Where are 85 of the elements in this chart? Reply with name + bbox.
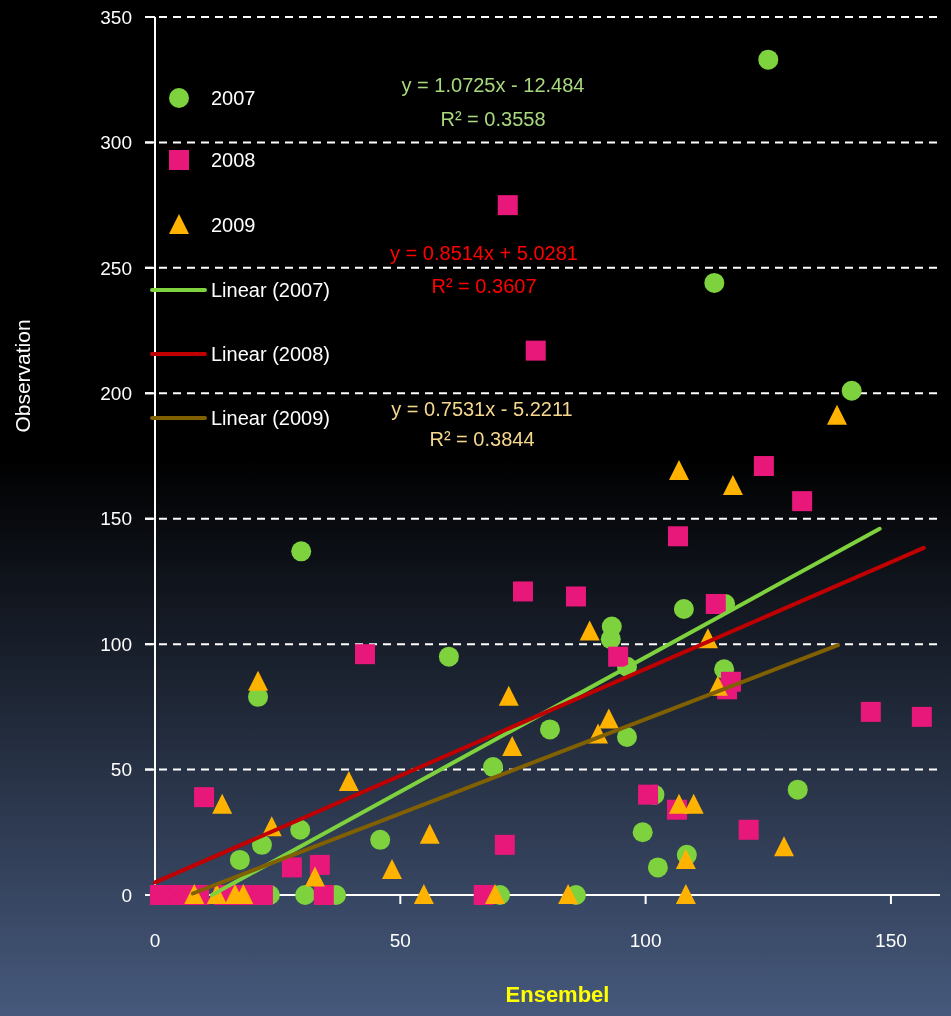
annotation: R² = 0.3558 — [440, 108, 546, 130]
point — [295, 885, 316, 905]
annotation: R² = 0.3844 — [429, 428, 535, 450]
point — [608, 646, 629, 667]
y-tick-label: 200 — [100, 382, 132, 404]
point — [579, 620, 600, 641]
point — [787, 779, 808, 800]
y-tick-label: 50 — [110, 759, 132, 781]
point — [525, 340, 546, 361]
point — [753, 456, 774, 477]
point — [313, 885, 334, 905]
point — [773, 836, 794, 857]
point — [438, 646, 459, 667]
point — [381, 858, 402, 879]
y-tick-label: 250 — [100, 257, 132, 279]
point — [683, 793, 704, 814]
point — [632, 822, 653, 843]
point — [229, 849, 250, 870]
point — [826, 404, 847, 425]
point — [370, 829, 391, 850]
annotation: R² = 0.3607 — [431, 275, 537, 297]
point — [722, 475, 743, 496]
point — [539, 719, 560, 740]
legend-label: Linear (2007) — [211, 279, 330, 301]
point — [668, 793, 689, 814]
point — [675, 884, 696, 904]
x-tick-label: 0 — [149, 930, 161, 951]
point — [638, 784, 659, 805]
point — [502, 735, 523, 756]
x-tick-label: 150 — [875, 930, 907, 951]
x-tick-label: 50 — [389, 930, 411, 951]
point — [911, 706, 932, 727]
point — [354, 644, 375, 665]
point — [668, 526, 689, 547]
y-tick-label: 0 — [121, 884, 132, 906]
point — [212, 793, 233, 814]
point — [600, 629, 621, 650]
point — [668, 460, 689, 481]
point — [616, 726, 637, 747]
annotation: y = 1.0725x - 12.484 — [401, 74, 585, 96]
point — [281, 857, 302, 878]
point — [169, 885, 190, 905]
point — [338, 771, 359, 792]
y-axis-title: Observation — [11, 319, 34, 433]
y-tick-label: 100 — [100, 633, 132, 655]
point — [705, 594, 726, 615]
annotation: y = 0.7531x - 5.2211 — [391, 398, 573, 420]
legend-label: Linear (2008) — [211, 343, 330, 365]
y-tick-label: 300 — [100, 132, 132, 154]
point — [309, 854, 330, 875]
point — [673, 599, 694, 620]
point — [565, 586, 586, 607]
y-tick-label: 150 — [100, 508, 132, 530]
legend-label: 2007 — [211, 87, 256, 109]
point — [194, 787, 215, 808]
point — [841, 380, 862, 401]
y-tick-label: 350 — [100, 6, 132, 28]
point — [792, 491, 813, 512]
point — [485, 884, 505, 904]
point — [758, 49, 779, 70]
point — [304, 866, 325, 887]
point — [252, 885, 273, 905]
annotation: y = 0.8514x + 5.0281 — [390, 242, 578, 264]
point — [738, 819, 759, 840]
point — [290, 819, 311, 840]
legend-label: 2009 — [211, 214, 256, 236]
x-axis-title: Ensembel — [505, 982, 610, 1007]
point — [494, 834, 515, 855]
point — [419, 823, 440, 844]
point — [413, 884, 434, 904]
point — [598, 708, 619, 729]
point — [248, 670, 269, 691]
x-tick-label: 100 — [629, 930, 662, 951]
point — [498, 685, 519, 706]
point — [860, 701, 881, 722]
legend-label: 2008 — [211, 149, 256, 171]
point — [291, 541, 312, 562]
point — [704, 272, 725, 293]
point — [149, 885, 170, 905]
point — [483, 757, 504, 778]
point — [512, 581, 533, 602]
point — [558, 884, 579, 904]
point — [647, 857, 668, 878]
point — [497, 195, 518, 216]
legend-label: Linear (2009) — [211, 407, 330, 429]
